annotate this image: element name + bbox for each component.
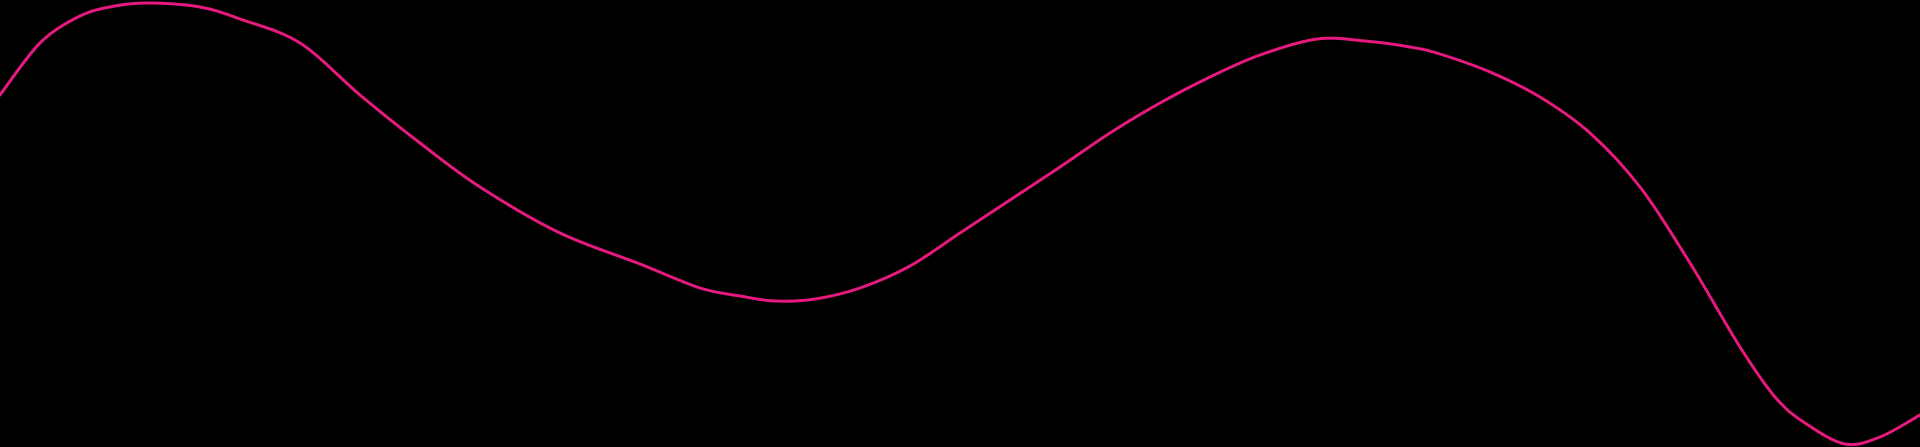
wave-chart-svg — [0, 1, 1920, 447]
curve-canvas — [0, 0, 1920, 447]
wave-line-path — [0, 1, 1920, 447]
